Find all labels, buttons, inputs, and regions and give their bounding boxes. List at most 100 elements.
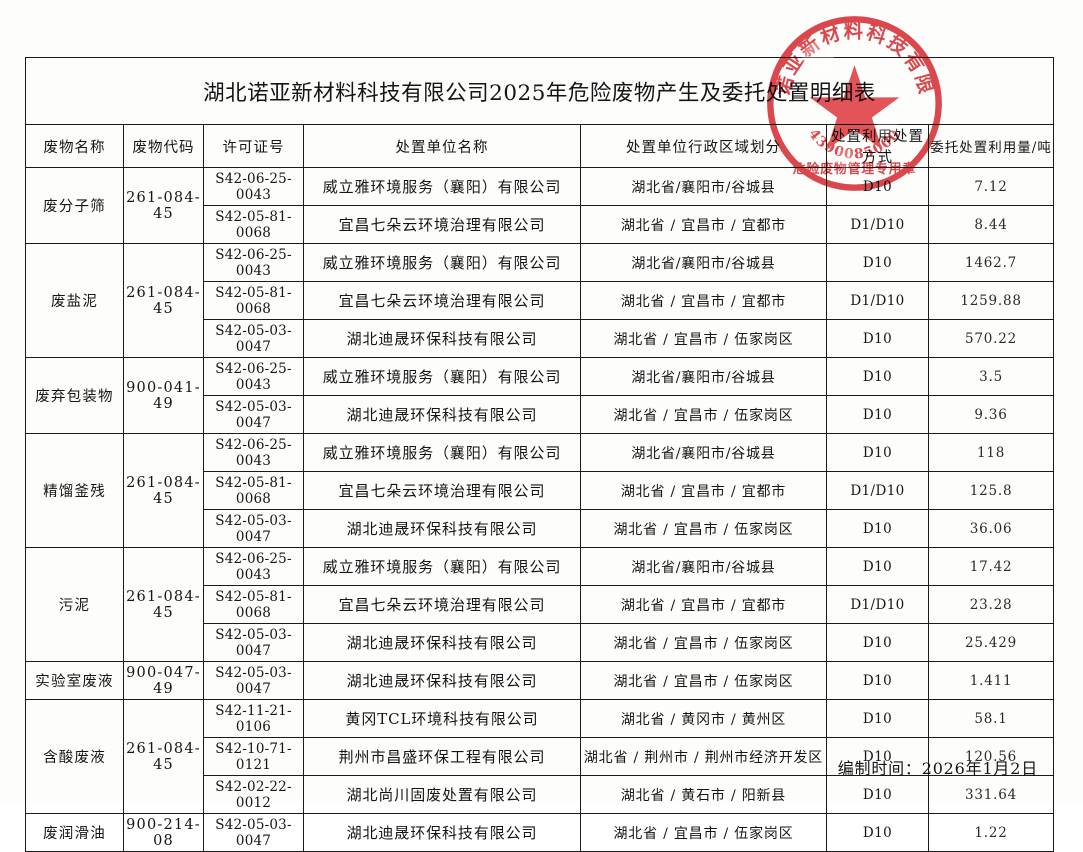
cell-region: 湖北省 / 宜昌市 / 伍家岗区 (580, 661, 827, 700)
cell-amount: 3.5 (927, 357, 1055, 396)
cell-org-name: 宜昌七朵云环境治理有限公司 (303, 585, 581, 624)
cell-region: 湖北省 / 宜昌市 / 宜都市 (580, 585, 827, 624)
cell-license-no: S42-06-25-0043 (203, 167, 304, 206)
cell-org-name: 荆州市昌盛环保工程有限公司 (303, 737, 581, 776)
cell-region: 湖北省 / 宜昌市 / 宜都市 (580, 471, 827, 510)
cell-license-no: S42-11-21-0106 (203, 699, 304, 738)
table-row: S42-05-81-0068 宜昌七朵云环境治理有限公司 湖北省 / 宜昌市 / 宜… (26, 205, 1055, 244)
cell-method: D10 (826, 243, 929, 282)
cell-waste-name: 实验室废液 (25, 661, 124, 700)
hazardous-waste-table: 湖北诺亚新材料科技有限公司2025年危险废物产生及委托处置明细表 废物名称 废物代… (24, 57, 1055, 852)
cell-region: 湖北省 / 宜昌市 / 宜都市 (580, 281, 827, 320)
cell-license-no: S42-05-03-0047 (203, 319, 304, 358)
cell-method: D10 (826, 319, 929, 358)
cell-method: D1/D10 (826, 205, 929, 244)
cell-org-name: 湖北迪晟环保科技有限公司 (303, 509, 581, 548)
cell-region: 湖北省 / 荆州市 / 荆州市经济开发区 (580, 737, 827, 776)
table-row: S42-05-03-0047 湖北迪晟环保科技有限公司 湖北省 / 宜昌市 / 伍家… (26, 509, 1055, 548)
cell-waste-name: 废分子筛 (25, 167, 124, 244)
cell-waste-code: 261-084-45 (123, 547, 204, 662)
column-header-org_name: 处置单位名称 (303, 124, 581, 168)
cell-method: D1/D10 (826, 585, 929, 624)
cell-org-name: 威立雅环境服务（襄阳）有限公司 (303, 547, 581, 586)
cell-waste-name: 精馏釜残 (25, 433, 124, 548)
cell-region: 湖北省 / 宜昌市 / 宜都市 (580, 205, 827, 244)
cell-amount: 9.36 (927, 395, 1055, 434)
cell-region: 湖北省/襄阳市/谷城县 (580, 167, 827, 206)
cell-org-name: 威立雅环境服务（襄阳）有限公司 (303, 167, 581, 206)
cell-waste-name: 废弃包装物 (25, 357, 124, 434)
cell-license-no: S42-02-22-0012 (203, 775, 304, 814)
table-row: S42-05-03-0047 湖北迪晟环保科技有限公司 湖北省 / 宜昌市 / 伍家… (26, 319, 1055, 358)
cell-waste-code: 261-084-45 (123, 243, 204, 358)
cell-org-name: 湖北迪晟环保科技有限公司 (303, 813, 581, 852)
cell-method: D10 (826, 357, 929, 396)
column-header-amount: 委托处置利用量/吨 (927, 124, 1055, 168)
table-row: 废弃包装物 900-041-49 S42-06-25-0043 威立雅环境服务（襄阳）… (25, 357, 1055, 434)
cell-amount: 331.64 (927, 775, 1055, 814)
document-page: 湖北诺亚新材料科技有限公司2025年危险废物产生及委托处置明细表 废物名称 废物代… (24, 12, 1055, 852)
cell-org-name: 宜昌七朵云环境治理有限公司 (303, 471, 581, 510)
cell-amount: 118 (927, 433, 1055, 472)
table-row: 废分子筛 261-084-45 S42-06-25-0043 威立雅环境服务（襄阳）有… (25, 167, 1055, 244)
cell-amount: 25.429 (927, 623, 1055, 662)
cell-region: 湖北省/襄阳市/谷城县 (580, 243, 827, 282)
cell-method: D10 (826, 167, 929, 206)
table-row: S42-05-03-0047 湖北迪晟环保科技有限公司 湖北省 / 宜昌市 / 伍家… (26, 623, 1055, 662)
cell-method: D10 (826, 699, 929, 738)
cell-region: 湖北省 / 黄石市 / 阳新县 (580, 775, 827, 814)
cell-region: 湖北省/襄阳市/谷城县 (580, 357, 827, 396)
cell-license-no: S42-05-03-0047 (203, 623, 304, 662)
cell-license-no: S42-05-81-0068 (203, 205, 304, 244)
cell-method: D10 (826, 661, 929, 700)
cell-waste-name: 污泥 (25, 547, 124, 662)
cell-waste-code: 900-041-49 (123, 357, 204, 434)
cell-region: 湖北省 / 宜昌市 / 伍家岗区 (580, 509, 827, 548)
cell-amount: 17.42 (927, 547, 1055, 586)
cell-amount: 1462.7 (927, 243, 1055, 282)
table-row: S42-05-81-0068 宜昌七朵云环境治理有限公司 湖北省 / 宜昌市 / 宜… (26, 471, 1055, 510)
table-row: 实验室废液 900-047-49 S42-05-03-0047 湖北迪晟环保科技有限公… (25, 661, 1055, 700)
table-row: S42-05-81-0068 宜昌七朵云环境治理有限公司 湖北省 / 宜昌市 / 宜… (26, 281, 1055, 320)
document-title: 湖北诺亚新材料科技有限公司2025年危险废物产生及委托处置明细表 (24, 57, 1055, 125)
title-row: 湖北诺亚新材料科技有限公司2025年危险废物产生及委托处置明细表 (24, 57, 1055, 125)
footer-compile-date: 编制时间：2026年1月2日 (837, 759, 1038, 778)
cell-license-no: S42-06-25-0043 (203, 357, 304, 396)
cell-license-no: S42-05-81-0068 (203, 585, 304, 624)
cell-method: D10 (826, 395, 929, 434)
cell-license-no: S42-05-03-0047 (203, 813, 304, 852)
cell-license-no: S42-10-71-0121 (203, 737, 304, 776)
table-row: 废润滑油 900-214-08 S42-05-03-0047 湖北迪晟环保科技有限公司… (25, 813, 1055, 852)
cell-amount: 570.22 (927, 319, 1055, 358)
cell-region: 湖北省 / 黄冈市 / 黄州区 (580, 699, 827, 738)
table-row: 污泥 261-084-45 S42-06-25-0043 威立雅环境服务（襄阳）有限公… (25, 547, 1055, 662)
cell-org-name: 威立雅环境服务（襄阳）有限公司 (303, 357, 581, 396)
cell-license-no: S42-05-03-0047 (203, 395, 304, 434)
cell-org-name: 宜昌七朵云环境治理有限公司 (303, 205, 581, 244)
cell-waste-name: 含酸废液 (25, 699, 124, 814)
cell-region: 湖北省/襄阳市/谷城县 (580, 433, 827, 472)
cell-org-name: 湖北迪晟环保科技有限公司 (303, 395, 581, 434)
cell-method: D1/D10 (826, 471, 929, 510)
cell-waste-code: 900-047-49 (123, 661, 204, 700)
table-row: S42-05-81-0068 宜昌七朵云环境治理有限公司 湖北省 / 宜昌市 / 宜… (26, 585, 1055, 624)
column-header-method: 处置利用处置方式 (826, 124, 929, 168)
cell-method: D10 (826, 775, 929, 814)
cell-method: D10 (826, 813, 929, 852)
cell-waste-code: 900-214-08 (123, 813, 204, 852)
cell-org-name: 威立雅环境服务（襄阳）有限公司 (303, 433, 581, 472)
column-header-waste_name: 废物名称 (25, 124, 124, 168)
column-header-waste_code: 废物代码 (123, 124, 204, 168)
cell-amount: 125.8 (927, 471, 1055, 510)
cell-method: D10 (826, 433, 929, 472)
cell-org-name: 湖北尚川固废处置有限公司 (303, 775, 581, 814)
table-body: 湖北诺亚新材料科技有限公司2025年危险废物产生及委托处置明细表 废物名称 废物代… (24, 57, 1055, 852)
cell-license-no: S42-05-03-0047 (203, 509, 304, 548)
cell-region: 湖北省 / 宜昌市 / 伍家岗区 (580, 623, 827, 662)
table-header-row: 废物名称 废物代码 许可证号 处置单位名称 处置单位行政区域划分 处置利用处置方式 委托处置… (25, 124, 1055, 168)
cell-method: D10 (826, 509, 929, 548)
table-row: 废盐泥 261-084-45 S42-06-25-0043 威立雅环境服务（襄阳）有限… (25, 243, 1055, 358)
cell-region: 湖北省 / 宜昌市 / 伍家岗区 (580, 813, 827, 852)
cell-license-no: S42-05-81-0068 (203, 471, 304, 510)
cell-waste-code: 261-084-45 (123, 433, 204, 548)
